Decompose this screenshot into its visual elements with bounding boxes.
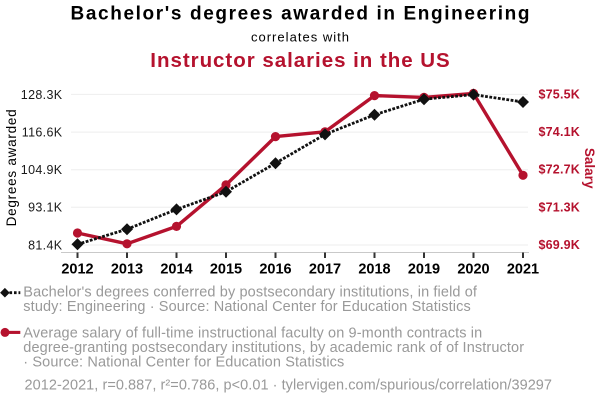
svg-text:Degrees awarded: Degrees awarded <box>4 109 19 227</box>
svg-text:$74.1K: $74.1K <box>539 125 581 139</box>
svg-text:Salary: Salary <box>582 148 597 189</box>
svg-text:81.4K: 81.4K <box>28 238 63 252</box>
svg-text:· Source: National Center for: · Source: National Center for Education … <box>23 354 344 370</box>
svg-text:2014: 2014 <box>160 262 192 278</box>
svg-text:2017: 2017 <box>309 262 341 278</box>
svg-text:Instructor salaries in the US: Instructor salaries in the US <box>150 49 450 72</box>
svg-text:Bachelor's degrees awarded in: Bachelor's degrees awarded in Engineerin… <box>71 4 532 25</box>
svg-text:104.9K: 104.9K <box>21 163 63 177</box>
svg-text:$72.7K: $72.7K <box>539 163 581 177</box>
svg-text:correlates with: correlates with <box>251 30 350 45</box>
svg-text:116.6K: 116.6K <box>22 126 63 140</box>
svg-text:2012: 2012 <box>61 261 93 277</box>
svg-text:Bachelor's degrees conferred b: Bachelor's degrees conferred by postseco… <box>23 285 478 301</box>
svg-text:128.3K: 128.3K <box>21 88 63 102</box>
svg-text:Average salary of full-time in: Average salary of full-time instructiona… <box>23 325 482 341</box>
svg-text:93.1K: 93.1K <box>28 201 63 215</box>
svg-text:2013: 2013 <box>111 262 143 278</box>
svg-text:degree-granting postsecondary: degree-granting postsecondary institutio… <box>23 340 524 356</box>
svg-text:2019: 2019 <box>408 262 440 278</box>
svg-text:$75.5K: $75.5K <box>539 87 581 101</box>
svg-text:study: Engineering · Source: N: study: Engineering · Source: National Ce… <box>23 299 471 315</box>
svg-text:2012-2021, r=0.887, r²=0.786,: 2012-2021, r=0.887, r²=0.786, p<0.01 · t… <box>25 378 553 394</box>
svg-text:2018: 2018 <box>358 262 390 278</box>
svg-text:2016: 2016 <box>259 262 291 278</box>
svg-text:2021: 2021 <box>507 262 539 278</box>
svg-text:2015: 2015 <box>210 262 242 278</box>
svg-text:$71.3K: $71.3K <box>539 200 581 214</box>
svg-text:2020: 2020 <box>457 262 489 278</box>
svg-text:$69.9K: $69.9K <box>539 238 581 252</box>
